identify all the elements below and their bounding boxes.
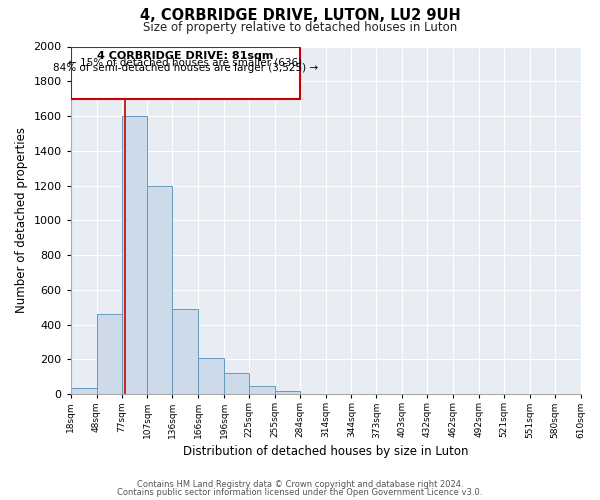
Bar	[198, 358, 224, 394]
Text: 4 CORBRIDGE DRIVE: 81sqm: 4 CORBRIDGE DRIVE: 81sqm	[97, 51, 274, 61]
Text: Size of property relative to detached houses in Luton: Size of property relative to detached ho…	[143, 21, 457, 34]
Text: ← 15% of detached houses are smaller (636): ← 15% of detached houses are smaller (63…	[68, 58, 302, 68]
Bar	[148, 186, 172, 394]
X-axis label: Distribution of detached houses by size in Luton: Distribution of detached houses by size …	[183, 444, 469, 458]
Text: 84% of semi-detached houses are larger (3,525) →: 84% of semi-detached houses are larger (…	[53, 63, 318, 73]
Bar	[122, 116, 148, 394]
Bar	[249, 386, 275, 394]
Text: 4, CORBRIDGE DRIVE, LUTON, LU2 9UH: 4, CORBRIDGE DRIVE, LUTON, LU2 9UH	[140, 8, 460, 22]
Text: Contains HM Land Registry data © Crown copyright and database right 2024.: Contains HM Land Registry data © Crown c…	[137, 480, 463, 489]
Bar	[172, 309, 198, 394]
Y-axis label: Number of detached properties: Number of detached properties	[15, 128, 28, 314]
Bar	[71, 46, 300, 98]
Bar	[275, 391, 300, 394]
Bar	[224, 372, 249, 394]
Text: Contains public sector information licensed under the Open Government Licence v3: Contains public sector information licen…	[118, 488, 482, 497]
Bar	[71, 388, 97, 394]
Bar	[97, 314, 122, 394]
